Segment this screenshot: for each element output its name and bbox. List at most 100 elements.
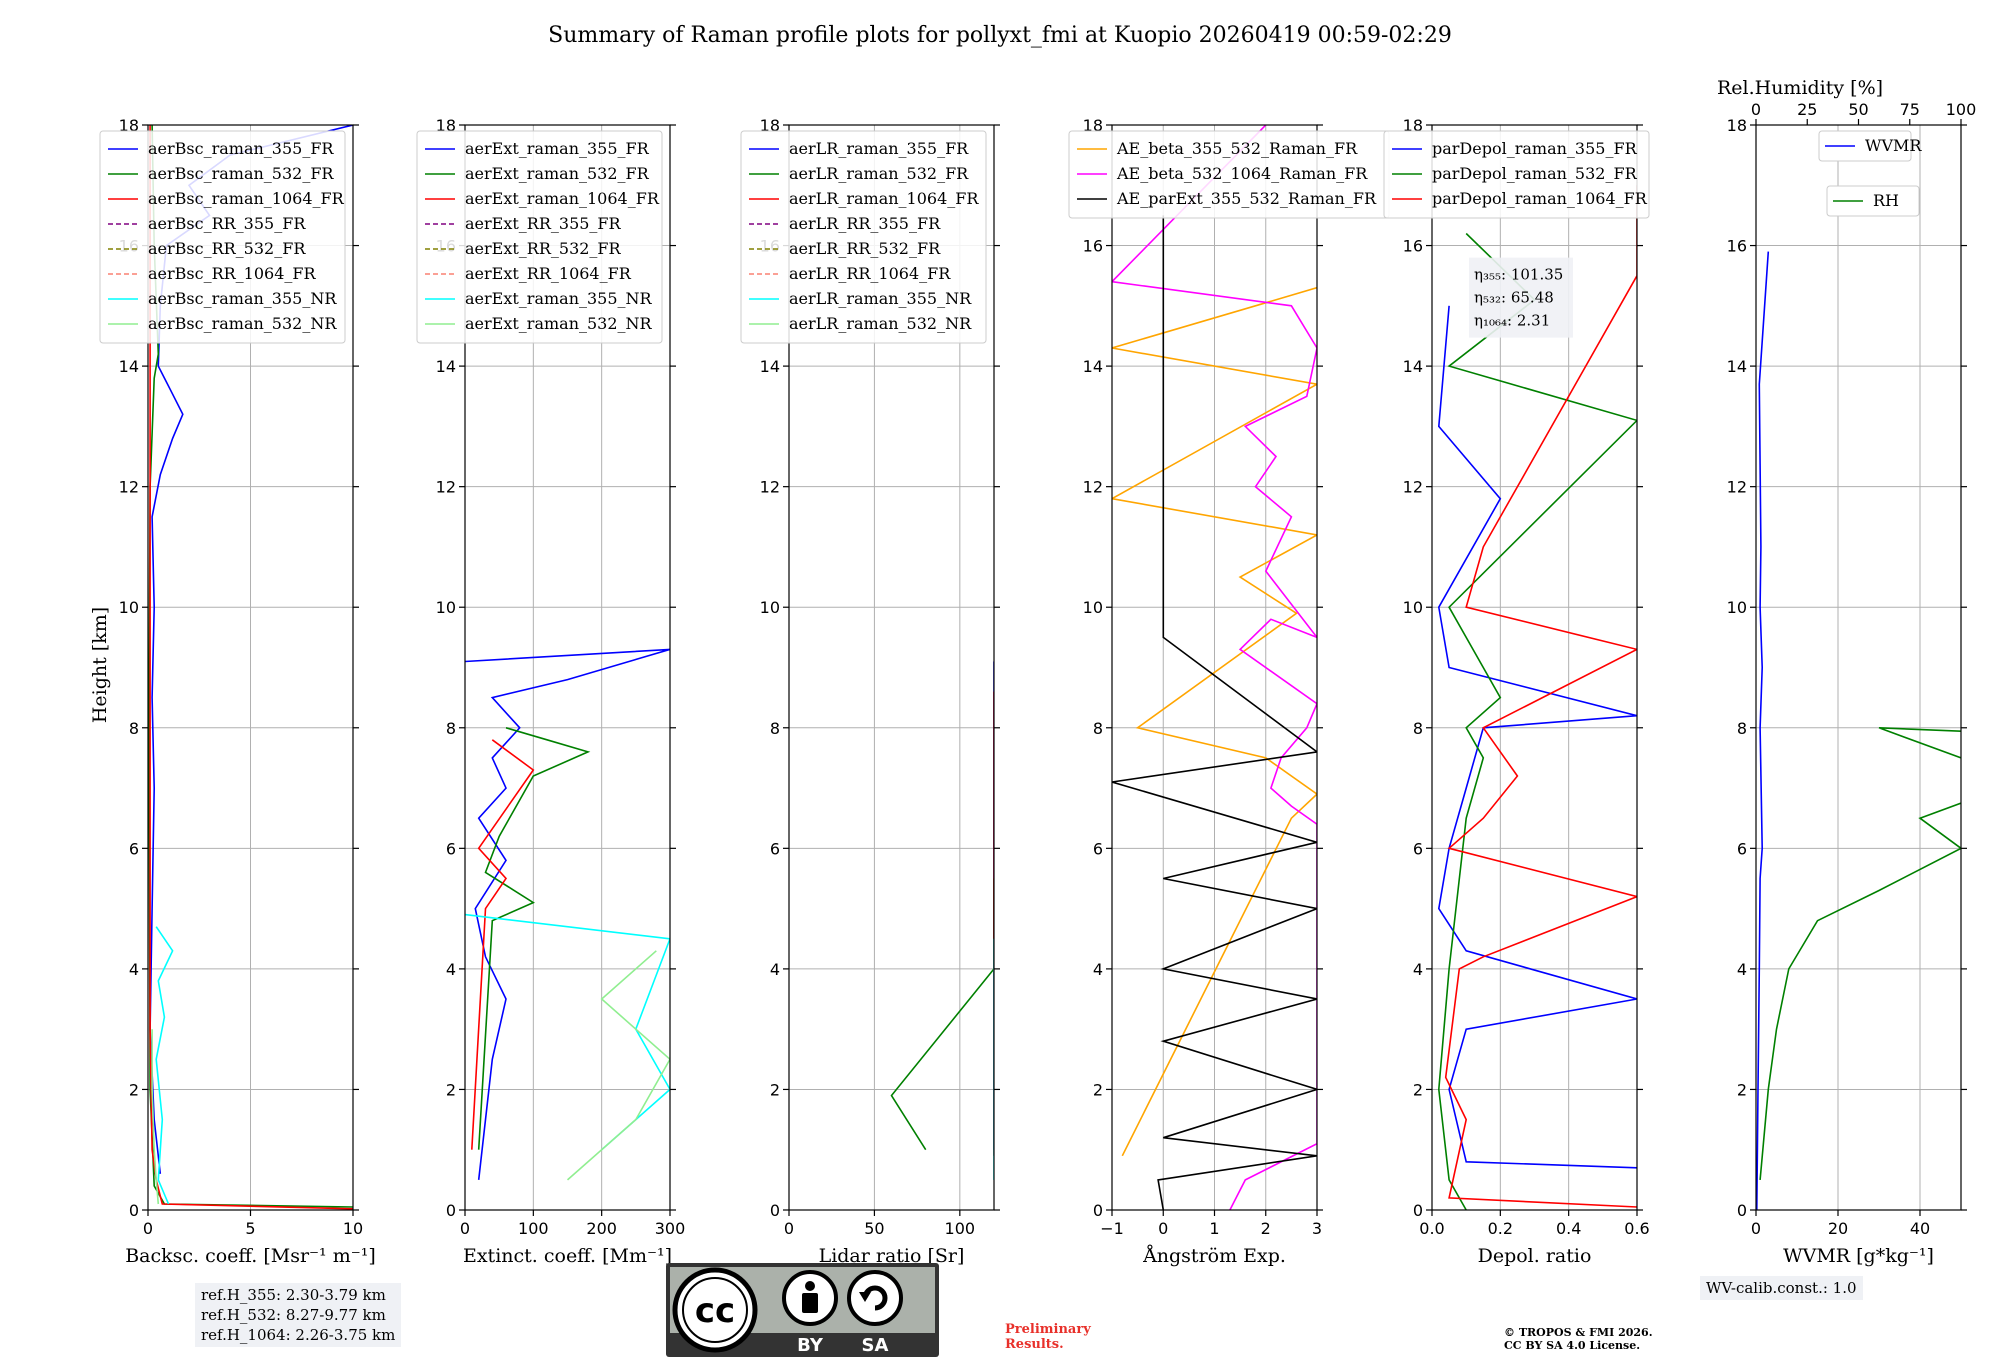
y-tick-label: 4 [446, 960, 456, 979]
legend-box [1383, 130, 1650, 219]
y-tick-label: 8 [1093, 719, 1103, 738]
y-tick-label: 6 [1737, 839, 1747, 858]
series-line-AE_beta_355_532_Raman_FR [1112, 286, 1317, 1157]
top-x-axis-label: Rel.Humidity [%] [1717, 77, 1883, 99]
y-tick-label: 0 [1737, 1201, 1747, 1220]
legend-box [1818, 130, 1912, 162]
legend-label: parDepol_raman_1064_FR [1432, 189, 1648, 208]
y-tick-label: 2 [1737, 1080, 1747, 1099]
by-body [802, 1293, 818, 1313]
y-tick-label: 18 [119, 116, 139, 135]
x-tick-label: 3 [1312, 1219, 1322, 1238]
x-tick-label: 0 [460, 1219, 470, 1238]
legend-label: aerExt_raman_355_NR [465, 289, 653, 308]
legend-label: aerBsc_raman_532_NR [148, 314, 337, 333]
y-tick-label: 8 [1737, 719, 1747, 738]
legend-label: aerLR_RR_1064_FR [789, 264, 951, 283]
legend-label: AE_parExt_355_532_Raman_FR [1116, 189, 1377, 208]
legend-label: aerLR_raman_1064_FR [789, 189, 979, 208]
sa-icon [847, 1270, 903, 1326]
legend-label: aerBsc_raman_1064_FR [148, 189, 345, 208]
y-tick-label: 6 [129, 839, 139, 858]
y-tick-label: 18 [1403, 116, 1423, 135]
x-tick-label: 0.2 [1488, 1219, 1513, 1238]
y-tick-label: 2 [1093, 1080, 1103, 1099]
legend-label: aerLR_RR_532_FR [789, 239, 941, 258]
y-tick-label: 16 [1083, 237, 1103, 256]
y-tick-label: 2 [446, 1080, 456, 1099]
series-group [465, 648, 670, 1181]
eta-box [1469, 257, 1573, 338]
y-tick-label: 8 [770, 719, 780, 738]
legend-label: AE_beta_355_532_Raman_FR [1116, 139, 1358, 158]
panel-extinction: 0246810121416180100200300Extinct. coeff.… [416, 116, 685, 1267]
y-tick-label: 2 [1413, 1080, 1423, 1099]
y-tick-label: 12 [119, 478, 139, 497]
legend-label: aerLR_RR_355_FR [789, 214, 941, 233]
legend-label: aerBsc_raman_532_FR [148, 164, 334, 183]
series-line-aerExt_raman_532_FR [477, 727, 591, 1150]
y-tick-label: 12 [1083, 478, 1103, 497]
x-tick-label: 100 [518, 1219, 549, 1238]
y-tick-label: 16 [1727, 237, 1747, 256]
sa-arrowhead [859, 1292, 871, 1302]
y-tick-label: 12 [760, 478, 780, 497]
series-line-RH [1759, 727, 1961, 1180]
legend-label: aerBsc_raman_355_NR [148, 289, 337, 308]
y-tick-label: 6 [446, 839, 456, 858]
axes-frame [1431, 124, 1638, 1211]
y-tick-label: 12 [1403, 478, 1423, 497]
y-tick-label: 14 [119, 357, 139, 376]
figure-title: Summary of Raman profile plots for polly… [548, 23, 1452, 48]
series-group [1437, 185, 1637, 1210]
y-tick-label: 14 [436, 357, 456, 376]
y-tick-label: 10 [1403, 598, 1423, 617]
legend-label: aerLR_raman_532_FR [789, 164, 969, 183]
series-line-aerExt_raman_355_FR [465, 648, 670, 1180]
y-tick-label: 6 [1413, 839, 1423, 858]
ref-height-1064: ref.H_1064: 2.26-3.75 km [201, 1326, 396, 1344]
panel-backscatter: 0246810121416180510Backsc. coeff. [Msr⁻¹… [99, 116, 376, 1267]
top-x-tick-label: 75 [1900, 100, 1920, 119]
y-tick-label: 4 [770, 960, 780, 979]
eta-value: η₅₃₂: 65.48 [1474, 289, 1554, 307]
x-tick-label: 0 [143, 1219, 153, 1238]
wv-calibration-box: WV-calib.const.: 1.0 [1700, 1276, 1863, 1300]
y-tick-label: 14 [1727, 357, 1747, 376]
legend-label: aerLR_raman_532_NR [789, 314, 972, 333]
x-tick-label: 0 [1158, 1219, 1168, 1238]
top-x-tick-label: 50 [1848, 100, 1868, 119]
cc-inner-ring [682, 1277, 748, 1343]
y-tick-label: 4 [1093, 960, 1103, 979]
reference-height-box: ref.H_355: 2.30-3.79 km ref.H_532: 8.27-… [195, 1283, 402, 1347]
y-tick-label: 0 [1413, 1201, 1423, 1220]
top-x-tick-label: 0 [1751, 100, 1761, 119]
series-group [1112, 125, 1317, 1210]
x-axis-label: Extinct. coeff. [Mm⁻¹] [463, 1245, 672, 1267]
by-head [805, 1281, 815, 1291]
top-x-tick-label: 100 [1946, 100, 1977, 119]
x-tick-label: 2 [1261, 1219, 1271, 1238]
copyright-note: © TROPOS & FMI 2026. CC BY SA 4.0 Licens… [1504, 1326, 1653, 1352]
copyright-line2: CC BY SA 4.0 License. [1504, 1339, 1641, 1352]
legend-box [740, 130, 987, 344]
y-tick-label: 14 [760, 357, 780, 376]
y-tick-label: 14 [1083, 357, 1103, 376]
series-group [1756, 251, 1961, 1210]
y-tick-label: 0 [770, 1201, 780, 1220]
x-tick-label: 20 [1828, 1219, 1848, 1238]
preliminary-note: Preliminary Results. [1005, 1322, 1091, 1352]
series-line-parDepol_raman_355_FR [1437, 305, 1637, 1169]
x-tick-label: 200 [586, 1219, 617, 1238]
x-tick-label: 1 [1209, 1219, 1219, 1238]
axes-frame [788, 124, 995, 1211]
series-line-aerBsc_raman_532_NR [151, 1029, 160, 1205]
cc-by-sa-logo: cc BY SA [666, 1263, 939, 1357]
y-tick-label: 16 [1403, 237, 1423, 256]
series-line-AE_parExt_355_532_Raman_FR [1112, 215, 1317, 1210]
y-tick-label: 4 [1413, 960, 1423, 979]
preliminary-line1: Preliminary [1005, 1322, 1091, 1337]
